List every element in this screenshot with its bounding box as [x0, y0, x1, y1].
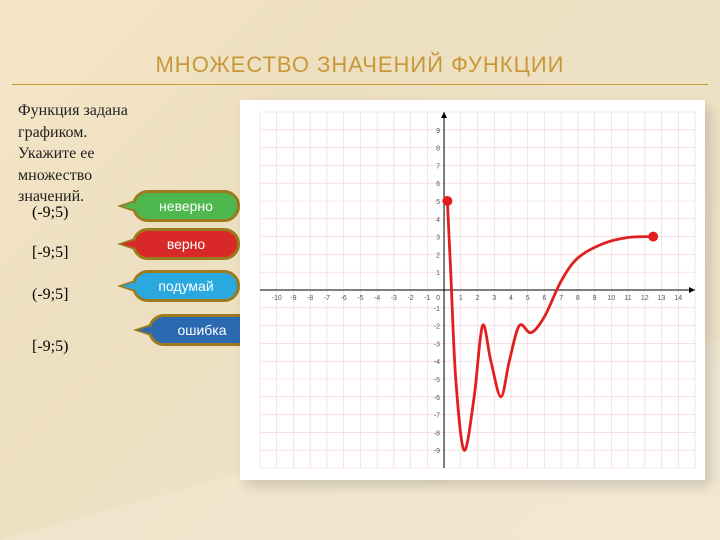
svg-text:5: 5 [436, 199, 440, 206]
svg-text:-1: -1 [424, 295, 430, 302]
bubble-b-text: верно [167, 236, 205, 252]
svg-text:-4: -4 [374, 295, 380, 302]
answer-a-label[interactable]: (-9;5) [32, 204, 68, 222]
svg-text:2: 2 [476, 295, 480, 302]
bubble-d-text: ошибка [177, 322, 226, 338]
chart-container: -10-9-8-7-6-5-4-3-2-11234567891011121314… [240, 100, 705, 480]
svg-text:-1: -1 [434, 306, 440, 313]
svg-text:-6: -6 [341, 295, 347, 302]
svg-text:-2: -2 [434, 324, 440, 331]
svg-text:7: 7 [436, 163, 440, 170]
svg-text:-4: -4 [434, 359, 440, 366]
svg-text:-3: -3 [434, 341, 440, 348]
answer-b-label[interactable]: [-9;5] [32, 244, 68, 262]
question-text: Функция задана графиком. Укажите ее множ… [18, 100, 128, 208]
svg-text:12: 12 [641, 295, 649, 302]
bubble-b: верно [132, 228, 240, 260]
svg-text:-6: -6 [434, 395, 440, 402]
question-line: множество [18, 167, 92, 184]
svg-text:1: 1 [459, 295, 463, 302]
answer-c-label[interactable]: (-9;5] [32, 286, 68, 304]
title-divider [12, 84, 708, 85]
bubble-c-text: подумай [158, 278, 213, 294]
svg-text:-9: -9 [290, 295, 296, 302]
bubble-c-tail-inner [122, 282, 135, 290]
bubble-a-text: неверно [159, 198, 213, 214]
svg-text:4: 4 [509, 295, 513, 302]
answer-d-label[interactable]: [-9;5) [32, 338, 68, 356]
bubble-a: неверно [132, 190, 240, 222]
question-line: Укажите ее [18, 145, 94, 162]
svg-text:8: 8 [436, 146, 440, 153]
svg-text:7: 7 [559, 295, 563, 302]
svg-text:11: 11 [624, 295, 631, 302]
svg-text:5: 5 [526, 295, 530, 302]
svg-text:6: 6 [542, 295, 546, 302]
svg-text:-2: -2 [407, 295, 413, 302]
svg-text:1: 1 [436, 270, 440, 277]
svg-text:9: 9 [436, 128, 440, 135]
svg-text:-9: -9 [434, 448, 440, 455]
svg-text:-8: -8 [307, 295, 313, 302]
svg-text:14: 14 [674, 295, 682, 302]
page-title: МНОЖЕСТВО ЗНАЧЕНИЙ ФУНКЦИИ [0, 52, 720, 78]
function-chart: -10-9-8-7-6-5-4-3-2-11234567891011121314… [240, 100, 705, 480]
bubble-d-tail-inner [138, 326, 151, 334]
svg-text:-8: -8 [434, 430, 440, 437]
bubble-c: подумай [132, 270, 240, 302]
question-line: значений. [18, 188, 84, 205]
svg-text:-5: -5 [357, 295, 363, 302]
svg-text:-7: -7 [324, 295, 330, 302]
svg-text:-10: -10 [272, 295, 282, 302]
svg-text:6: 6 [436, 181, 440, 188]
svg-text:4: 4 [436, 217, 440, 224]
svg-text:10: 10 [607, 295, 615, 302]
question-line: Функция задана [18, 102, 128, 119]
svg-text:3: 3 [492, 295, 496, 302]
svg-text:-7: -7 [434, 413, 440, 420]
svg-text:9: 9 [593, 295, 597, 302]
svg-text:-3: -3 [391, 295, 397, 302]
svg-text:0: 0 [436, 295, 440, 302]
bubble-a-tail-inner [122, 202, 135, 210]
question-line: графиком. [18, 124, 87, 141]
bubble-b-tail-inner [122, 240, 135, 248]
svg-text:3: 3 [436, 235, 440, 242]
svg-text:8: 8 [576, 295, 580, 302]
svg-text:13: 13 [658, 295, 666, 302]
svg-text:2: 2 [436, 252, 440, 259]
svg-text:-5: -5 [434, 377, 440, 384]
